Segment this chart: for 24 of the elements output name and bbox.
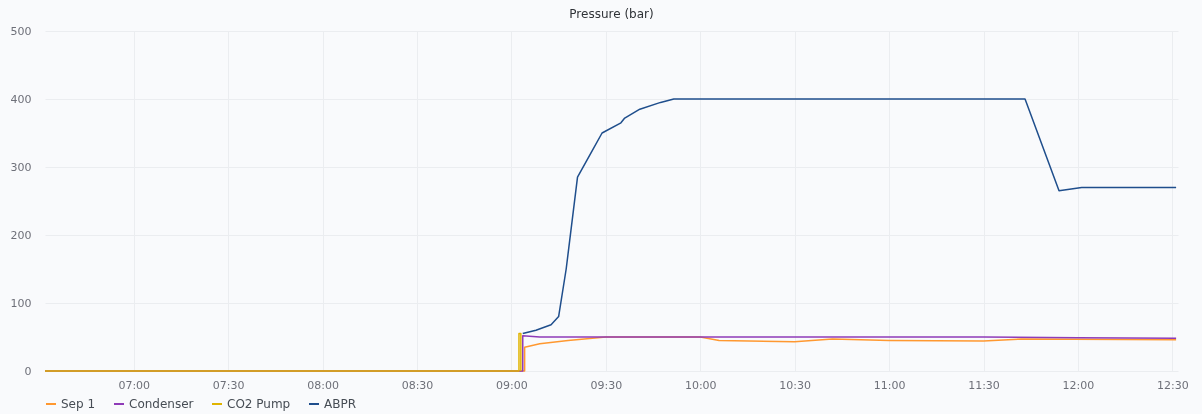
- x-tick-label: 11:30: [968, 378, 1000, 392]
- y-tick-label: 0: [24, 364, 32, 378]
- x-tick-label: 07:00: [118, 378, 151, 392]
- x-tick-label: 11:00: [873, 378, 906, 392]
- x-tick-label: 12:00: [1062, 378, 1095, 392]
- legend-label: ABPR: [324, 397, 357, 411]
- y-tick-label: 200: [10, 228, 32, 242]
- legend-label: CO2 Pump: [227, 397, 291, 411]
- legend-label: Condenser: [129, 397, 194, 411]
- y-tick-label: 400: [10, 92, 32, 106]
- y-tick-label: 100: [10, 296, 32, 310]
- x-tick-label: 12:30: [1156, 378, 1189, 392]
- x-tick-label: 08:30: [401, 378, 434, 392]
- legend-label: Sep 1: [61, 397, 96, 411]
- x-tick-label: 07:30: [212, 378, 245, 392]
- x-tick-label: 09:30: [590, 378, 623, 392]
- x-tick-label: 09:00: [496, 378, 528, 392]
- x-tick-label: 10:00: [684, 378, 717, 392]
- x-tick-label: 08:00: [307, 378, 339, 392]
- x-tick-label: 10:30: [779, 378, 812, 392]
- line-series: [522, 98, 1177, 335]
- y-tick-label: 500: [10, 24, 32, 38]
- chart-title: Pressure (bar): [569, 7, 654, 21]
- y-tick-label: 300: [10, 160, 32, 174]
